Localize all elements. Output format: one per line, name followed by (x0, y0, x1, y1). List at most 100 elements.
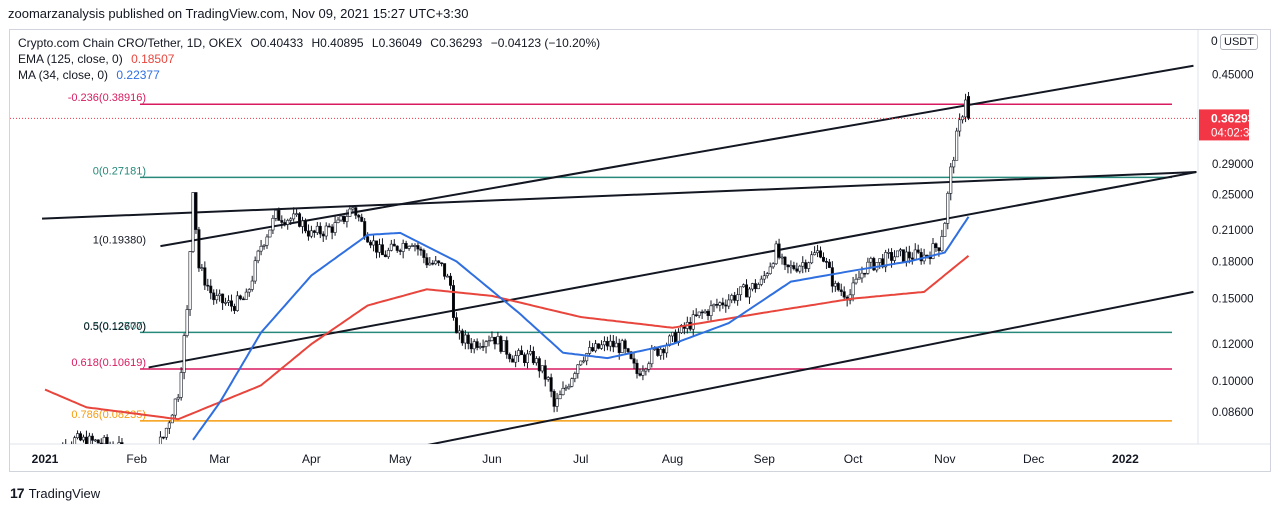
ema-legend: EMA (125, close, 0) 0.18507 (18, 51, 600, 67)
candle-body (62, 446, 64, 453)
candle-body (605, 341, 609, 347)
candle-body (656, 348, 660, 356)
candle-body (558, 394, 562, 400)
candle-body (327, 225, 331, 228)
candle-body (881, 258, 885, 268)
candle-body (502, 340, 506, 352)
ma-line (192, 216, 970, 441)
candle-body (561, 388, 565, 396)
candle-body (564, 387, 568, 390)
candle-body (161, 436, 165, 439)
candle-body (446, 275, 450, 278)
candle-body (330, 226, 334, 233)
candle-body (200, 267, 204, 270)
candle-body (827, 261, 831, 268)
candle-body (597, 343, 601, 349)
candle-body (96, 439, 100, 444)
chart-area[interactable] (9, 29, 1271, 472)
candle-body (109, 445, 111, 447)
candle-body (608, 340, 612, 347)
candle-body (413, 245, 417, 247)
candle-body (851, 282, 855, 296)
candle-body (221, 293, 225, 304)
candle-body (887, 252, 891, 254)
candle-body (422, 250, 426, 258)
candle-body (662, 349, 666, 354)
candle-body (567, 385, 571, 389)
candle-body (946, 193, 950, 224)
trendline (427, 290, 1194, 444)
candle-body (958, 119, 962, 132)
candle-body (756, 284, 760, 290)
candle-body (540, 365, 544, 372)
candle-body (484, 341, 488, 347)
candle-body (306, 230, 310, 237)
candle-body (588, 347, 592, 354)
candle-body (490, 336, 494, 341)
candle-body (173, 398, 177, 416)
currency-selector[interactable]: USDT (1220, 34, 1258, 50)
candle-body (150, 453, 152, 465)
candle-body (632, 358, 636, 364)
candle-body (505, 340, 509, 355)
time-tick-label: May (389, 452, 412, 466)
candle-body (552, 391, 556, 407)
candle-body (469, 343, 473, 350)
candle-body (750, 283, 754, 290)
candle-body (176, 397, 180, 400)
candle-body (372, 240, 376, 246)
time-tick-label: Nov (934, 452, 955, 466)
candle-body (309, 230, 313, 237)
candle-body (247, 289, 251, 293)
candle-body (182, 335, 186, 373)
chart-legend: Crypto.com Chain CRO/Tether, 1D, OKEX O0… (18, 35, 600, 83)
candle-body (342, 215, 346, 222)
candle-body (531, 350, 535, 364)
candle-body (443, 263, 447, 277)
time-tick-label: Oct (844, 452, 863, 466)
ohlc-low: L0.36049 (371, 36, 422, 50)
tradingview-footer[interactable]: 17 TradingView (10, 485, 100, 501)
time-tick-label: Dec (1023, 452, 1044, 466)
candle-body (774, 243, 778, 265)
candle-body (451, 285, 455, 318)
candle-body (99, 442, 103, 444)
published-by: zoomarzanalysis published on TradingView… (8, 6, 469, 21)
candle-body (730, 295, 734, 301)
candle-body (893, 256, 897, 261)
candle-body (916, 249, 920, 253)
ohlc-change: −0.04123 (−10.20%) (490, 36, 601, 50)
candle-body (771, 263, 775, 268)
candle-body (534, 358, 538, 364)
candle-body (404, 243, 408, 249)
candle-body (466, 334, 470, 344)
price-tick-label: 0.08600 (1212, 407, 1254, 419)
candle-body (706, 310, 710, 316)
price-tick-label: 0.45000 (1212, 70, 1254, 82)
ohlc-high: H0.40895 (311, 36, 364, 50)
candle-body (611, 340, 615, 348)
price-axis: 0.45000 0.29000 0.25000 0.21000 0.18000 0.150… (1212, 70, 1254, 419)
candle-body (158, 436, 162, 444)
fib-levels (140, 103, 1172, 422)
time-tick-label: Feb (126, 452, 147, 466)
candle-body (283, 222, 287, 225)
candle-body (949, 166, 953, 194)
candle-body (360, 216, 364, 222)
trendline (160, 64, 1194, 248)
candle-body (582, 360, 586, 363)
candle-body (890, 252, 894, 261)
candle-body (416, 245, 420, 250)
candle-body (762, 275, 766, 280)
candle-body (90, 435, 94, 441)
candle-body (860, 272, 864, 279)
candle-body (626, 348, 630, 353)
candle-body (697, 311, 701, 316)
candle-body (594, 343, 598, 352)
time-tick-label: Apr (302, 452, 321, 466)
candle-body (70, 444, 72, 447)
candle-body (256, 250, 260, 262)
fib-label: 0.5(0.12707) (84, 320, 146, 332)
tradingview-logo-icon: 17 (10, 485, 25, 501)
